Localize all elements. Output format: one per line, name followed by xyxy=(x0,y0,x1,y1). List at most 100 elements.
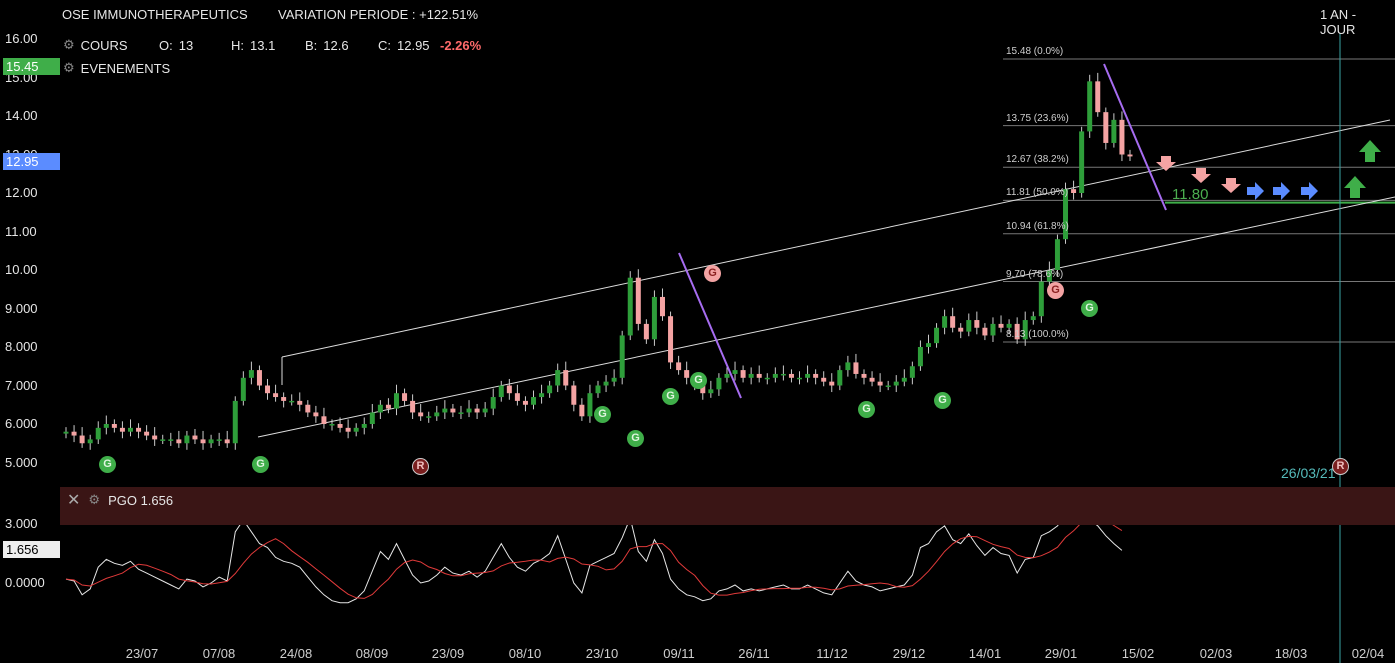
candle-body xyxy=(635,277,641,324)
candle-body xyxy=(289,400,295,403)
candle-body xyxy=(240,377,246,401)
signal-g-badge[interactable]: G xyxy=(858,401,875,418)
candle-body xyxy=(442,408,448,413)
date-tick: 23/10 xyxy=(585,646,619,661)
candle-body xyxy=(377,404,383,413)
fib-level-label: 8.13 (100.0%) xyxy=(1006,328,1069,340)
candle-body xyxy=(127,427,133,432)
signal-g-badge[interactable]: G xyxy=(704,265,721,282)
price-tick: 9.000 xyxy=(5,300,38,316)
date-tick: 09/11 xyxy=(663,646,695,661)
trend-line xyxy=(678,252,742,399)
gear-icon[interactable]: ⚙ xyxy=(63,37,75,52)
candle-body xyxy=(111,424,117,428)
price-tick: 10.00 xyxy=(5,262,38,277)
price-tick: 16.00 xyxy=(5,31,38,46)
candle-body xyxy=(547,385,553,394)
candle-body xyxy=(208,439,214,444)
candle-body xyxy=(1071,189,1077,193)
legend-cours[interactable]: ⚙ COURS xyxy=(63,37,128,53)
osc-ma-line xyxy=(65,518,1123,599)
signal-r-badge[interactable]: R xyxy=(1332,458,1349,475)
candle-body xyxy=(982,327,988,336)
candle-body xyxy=(63,431,69,434)
candle-body xyxy=(1111,119,1117,143)
candle-body xyxy=(95,427,101,440)
candle-body xyxy=(668,316,674,363)
signal-g-badge[interactable]: G xyxy=(627,430,644,447)
candle-body xyxy=(329,424,335,426)
candle-body xyxy=(837,370,843,386)
price-tick: 7.000 xyxy=(5,377,38,393)
candle-body xyxy=(273,393,279,398)
legend-evenements[interactable]: ⚙ EVENEMENTS xyxy=(63,60,170,76)
channel-lower-line xyxy=(257,196,1395,438)
candle-body xyxy=(764,377,770,380)
candle-body xyxy=(539,393,545,398)
candle-body xyxy=(337,424,343,428)
candle-body xyxy=(103,424,109,428)
candle-body xyxy=(595,385,601,394)
signal-g-badge[interactable]: G xyxy=(594,406,611,423)
candle-body xyxy=(474,408,480,413)
ohlc-close: C: 12.95 xyxy=(378,38,430,53)
signal-g-badge[interactable]: G xyxy=(662,388,679,405)
candle-body xyxy=(1006,323,1012,328)
candle-body xyxy=(1063,189,1069,240)
candle-body xyxy=(248,370,254,378)
signal-g-badge[interactable]: G xyxy=(1081,300,1098,317)
close-icon[interactable]: ✕ xyxy=(67,492,81,509)
candle-body xyxy=(361,424,367,428)
signal-g-badge[interactable]: G xyxy=(99,456,116,473)
candle-body xyxy=(998,323,1004,328)
candle-body xyxy=(797,377,803,380)
signal-r-badge[interactable]: R xyxy=(412,458,429,475)
date-tick: 29/01 xyxy=(1044,646,1078,661)
candle-body xyxy=(603,381,609,386)
date-tick: 11/12 xyxy=(816,646,848,661)
gear-icon[interactable]: ⚙ xyxy=(88,492,101,507)
candle-body xyxy=(708,389,714,394)
candle-body xyxy=(1022,320,1028,340)
candle-body xyxy=(861,373,867,378)
candle-body xyxy=(1103,112,1109,143)
right-arrow-icon xyxy=(1301,182,1318,200)
candle-body xyxy=(482,408,488,413)
candle-body xyxy=(224,439,230,444)
candle-body xyxy=(426,416,432,418)
candle-body xyxy=(216,439,222,441)
candle-body xyxy=(345,427,351,432)
legend-evenements-label: EVENEMENTS xyxy=(80,60,171,76)
ohlc-high: H: 13.1 xyxy=(231,38,276,53)
signal-g-badge[interactable]: G xyxy=(252,456,269,473)
period-variation: VARIATION PERIODE : +122.51% xyxy=(278,7,479,22)
candle-body xyxy=(651,296,657,340)
signal-g-badge[interactable]: G xyxy=(690,372,707,389)
signal-g-badge[interactable]: G xyxy=(934,392,951,409)
candle-body xyxy=(1030,316,1036,321)
candle-body xyxy=(1095,81,1101,113)
candle-body xyxy=(966,320,972,332)
down-arrow-icon xyxy=(1156,156,1176,171)
signal-g-badge[interactable]: G xyxy=(1047,282,1064,299)
fib-level-label: 13.75 (23.6%) xyxy=(1006,112,1069,124)
candle-body xyxy=(87,439,93,444)
date-tick: 08/10 xyxy=(508,646,542,661)
candle-body xyxy=(1119,119,1125,155)
candle-body xyxy=(200,439,206,444)
period-selector[interactable]: 1 AN - JOUR xyxy=(1320,7,1357,37)
gear-icon[interactable]: ⚙ xyxy=(63,60,75,75)
candle-body xyxy=(925,343,931,347)
candle-body xyxy=(353,427,359,432)
candle-body xyxy=(934,327,940,344)
candle-body xyxy=(265,385,271,394)
candle-body xyxy=(885,385,891,387)
candle-body xyxy=(974,320,980,328)
channel-upper-line xyxy=(281,119,1391,358)
candle-body xyxy=(676,362,682,371)
oscillator-band xyxy=(60,487,1395,525)
date-tick: 24/08 xyxy=(279,646,313,661)
date-tick: 18/03 xyxy=(1274,646,1308,661)
candle-body xyxy=(990,323,996,336)
